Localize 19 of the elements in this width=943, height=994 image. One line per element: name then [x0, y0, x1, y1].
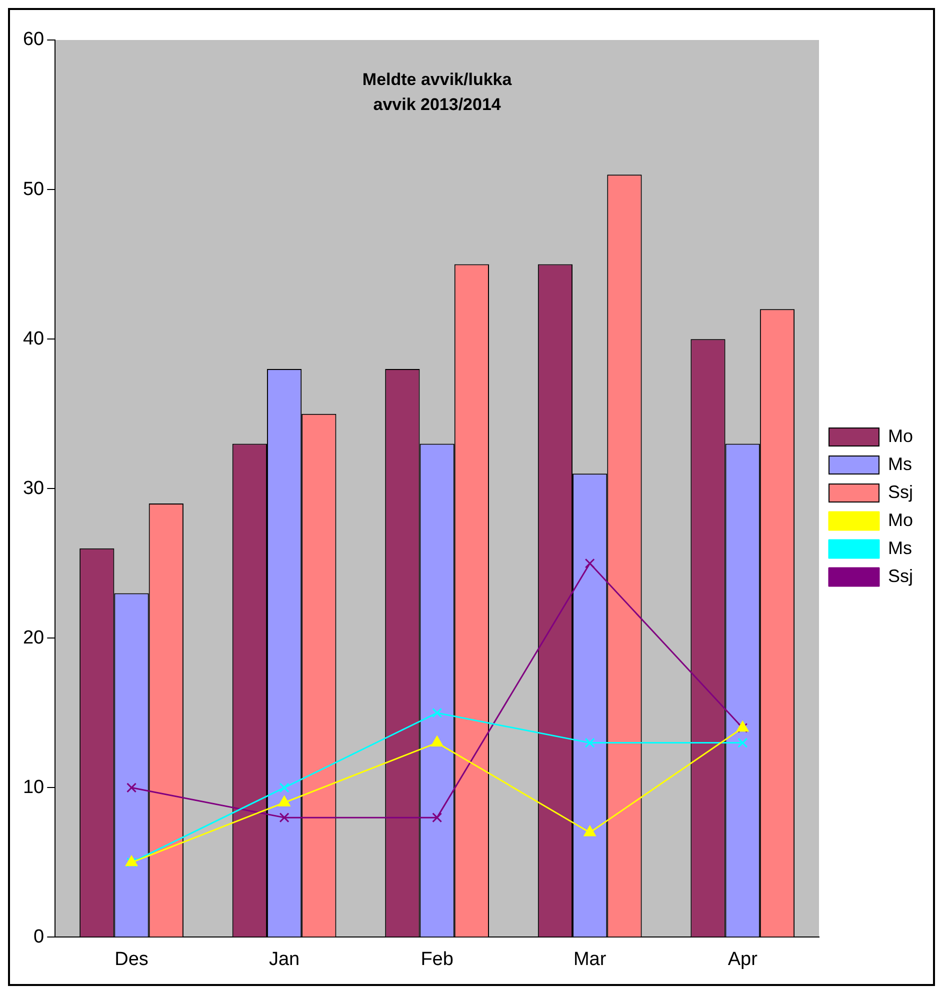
- x-tick-label: Des: [114, 948, 148, 970]
- x-tick-label: Apr: [728, 948, 758, 970]
- y-tick-label: 30: [22, 478, 44, 499]
- y-tick-label: 60: [22, 29, 44, 50]
- y-tick-label: 50: [22, 178, 44, 200]
- y-tick-label: 10: [22, 776, 44, 798]
- legend-label: Ms: [888, 454, 912, 474]
- y-tick-label: 20: [22, 627, 44, 648]
- y-tick-label: 0: [34, 926, 44, 948]
- text: Meldte avvik/lukka avvik 2013/2014: [362, 70, 512, 114]
- y-tick-label: 40: [22, 328, 44, 350]
- legend-label: Ssj: [888, 566, 914, 586]
- legend-label: Ssj: [888, 482, 914, 502]
- legend-label: Mo: [888, 510, 914, 530]
- x-tick-label: Mar: [573, 948, 607, 970]
- x-tick-label: Jan: [268, 948, 300, 970]
- x-tick-label: Feb: [420, 948, 454, 970]
- legend-label: Ms: [888, 538, 912, 558]
- legend-label: Mo: [888, 426, 914, 446]
